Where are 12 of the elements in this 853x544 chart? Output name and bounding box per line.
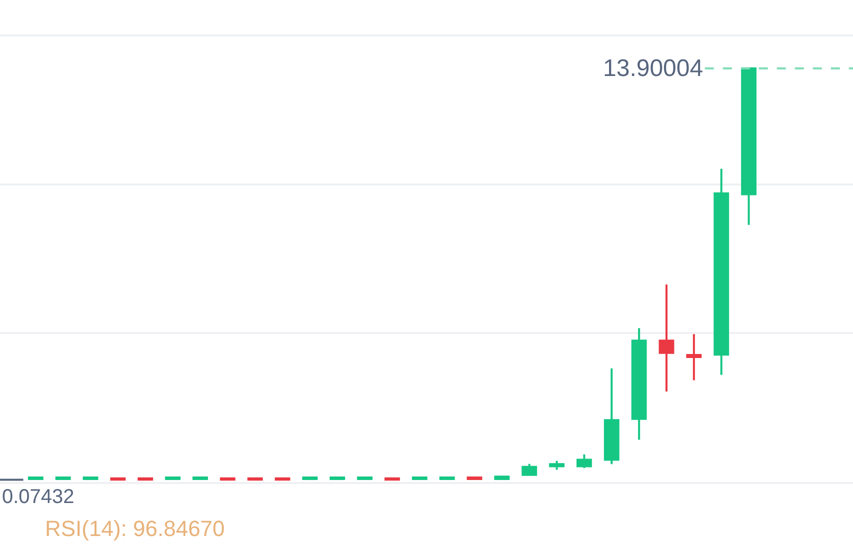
candlestick <box>522 462 538 476</box>
candlestick <box>549 460 564 471</box>
candlestick <box>658 283 674 393</box>
ref-line-label: 0.07432 <box>2 486 74 508</box>
candlestick <box>631 327 647 441</box>
candlestick <box>686 333 702 382</box>
candlestick <box>576 453 592 470</box>
ref-line-label: 13.90004 <box>603 55 704 82</box>
candlestick <box>714 168 730 376</box>
text: RSI(14): 96.84670 <box>45 516 225 541</box>
candlestick <box>604 367 620 466</box>
candlestick <box>741 67 756 226</box>
